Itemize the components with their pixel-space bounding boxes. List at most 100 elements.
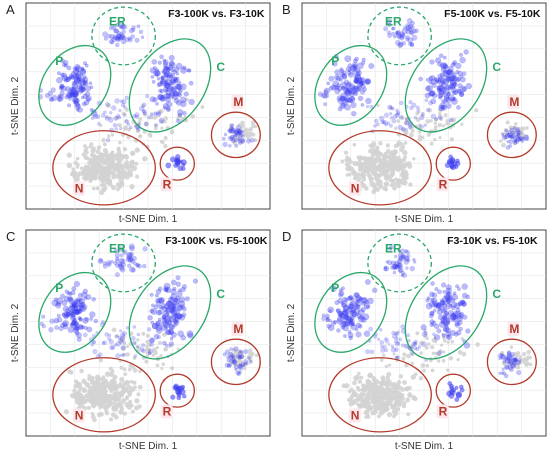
data-point	[415, 111, 420, 116]
data-point	[328, 85, 334, 91]
data-point	[454, 385, 459, 390]
data-point	[390, 154, 396, 161]
data-point	[117, 22, 124, 28]
cluster-ellipse-r	[435, 373, 472, 408]
data-point	[450, 317, 455, 322]
data-point	[436, 87, 443, 94]
data-point	[522, 352, 527, 357]
data-point	[81, 398, 85, 403]
data-point	[474, 108, 479, 113]
data-point	[107, 168, 112, 173]
data-point	[242, 364, 246, 368]
data-point	[353, 79, 358, 84]
data-point	[419, 340, 424, 346]
data-point	[124, 37, 130, 42]
data-point	[345, 162, 350, 167]
data-point	[365, 97, 372, 105]
data-point	[507, 361, 512, 367]
data-point	[445, 284, 452, 291]
data-point	[172, 319, 178, 324]
data-point	[79, 87, 85, 93]
data-point	[81, 378, 87, 384]
data-point	[136, 332, 141, 337]
data-point	[160, 96, 166, 102]
data-point	[246, 355, 251, 360]
data-point	[344, 320, 351, 327]
data-point	[415, 331, 420, 336]
y-axis-label: t-SNE Dim. 2	[286, 76, 297, 135]
data-point	[127, 263, 132, 268]
data-point	[162, 316, 167, 320]
data-point	[162, 58, 167, 63]
data-point	[68, 96, 72, 101]
data-point	[118, 404, 123, 409]
data-point	[383, 267, 388, 272]
data-point	[160, 76, 165, 81]
cluster-ellipse-p	[38, 44, 112, 126]
data-point	[79, 77, 86, 83]
data-point	[75, 323, 80, 328]
data-point	[254, 353, 259, 358]
data-point	[405, 27, 410, 32]
data-point	[390, 260, 397, 266]
data-point	[508, 139, 514, 145]
data-point	[450, 313, 457, 321]
data-point	[155, 324, 163, 331]
data-point	[169, 74, 174, 79]
data-point	[118, 140, 122, 145]
data-point	[365, 349, 371, 355]
data-point	[62, 305, 70, 313]
data-point	[166, 71, 173, 78]
data-point	[164, 88, 169, 93]
data-point	[454, 322, 460, 328]
data-point	[448, 76, 455, 82]
data-point	[383, 26, 389, 32]
data-point	[453, 314, 458, 320]
cluster-ellipse-m	[210, 111, 261, 159]
data-point	[50, 87, 56, 93]
data-point	[347, 317, 354, 324]
data-point	[237, 138, 243, 144]
data-point	[132, 113, 137, 118]
data-point	[162, 59, 169, 66]
data-point	[125, 252, 132, 259]
data-point	[163, 317, 168, 322]
data-point	[417, 134, 422, 139]
data-point	[64, 289, 69, 294]
data-point	[433, 302, 438, 307]
cluster-ellipse-p	[314, 44, 388, 126]
data-point	[184, 97, 189, 102]
data-point	[150, 308, 158, 315]
data-point	[442, 307, 448, 313]
data-point	[61, 74, 68, 82]
data-point	[455, 392, 462, 399]
data-point	[233, 133, 238, 137]
data-point	[434, 351, 439, 356]
data-point	[69, 304, 74, 309]
data-point	[75, 73, 82, 80]
data-point	[450, 62, 456, 68]
data-point	[107, 117, 114, 123]
data-point	[518, 136, 524, 142]
data-point	[118, 123, 122, 128]
data-point	[105, 163, 112, 169]
data-point	[168, 341, 175, 347]
data-point	[168, 61, 176, 69]
data-point	[124, 171, 130, 177]
data-point	[117, 261, 123, 267]
data-point	[514, 128, 518, 133]
data-point	[173, 76, 178, 81]
data-point	[99, 183, 104, 188]
data-point	[354, 79, 359, 84]
data-point	[161, 303, 167, 309]
data-point	[353, 307, 361, 315]
data-point	[243, 349, 249, 354]
cluster-ellipse-n	[52, 130, 156, 206]
data-point	[406, 333, 410, 338]
data-point	[442, 315, 448, 321]
data-point	[149, 96, 156, 103]
data-point	[404, 249, 409, 253]
data-point	[452, 72, 457, 77]
data-point	[170, 279, 177, 286]
data-point	[160, 366, 164, 370]
